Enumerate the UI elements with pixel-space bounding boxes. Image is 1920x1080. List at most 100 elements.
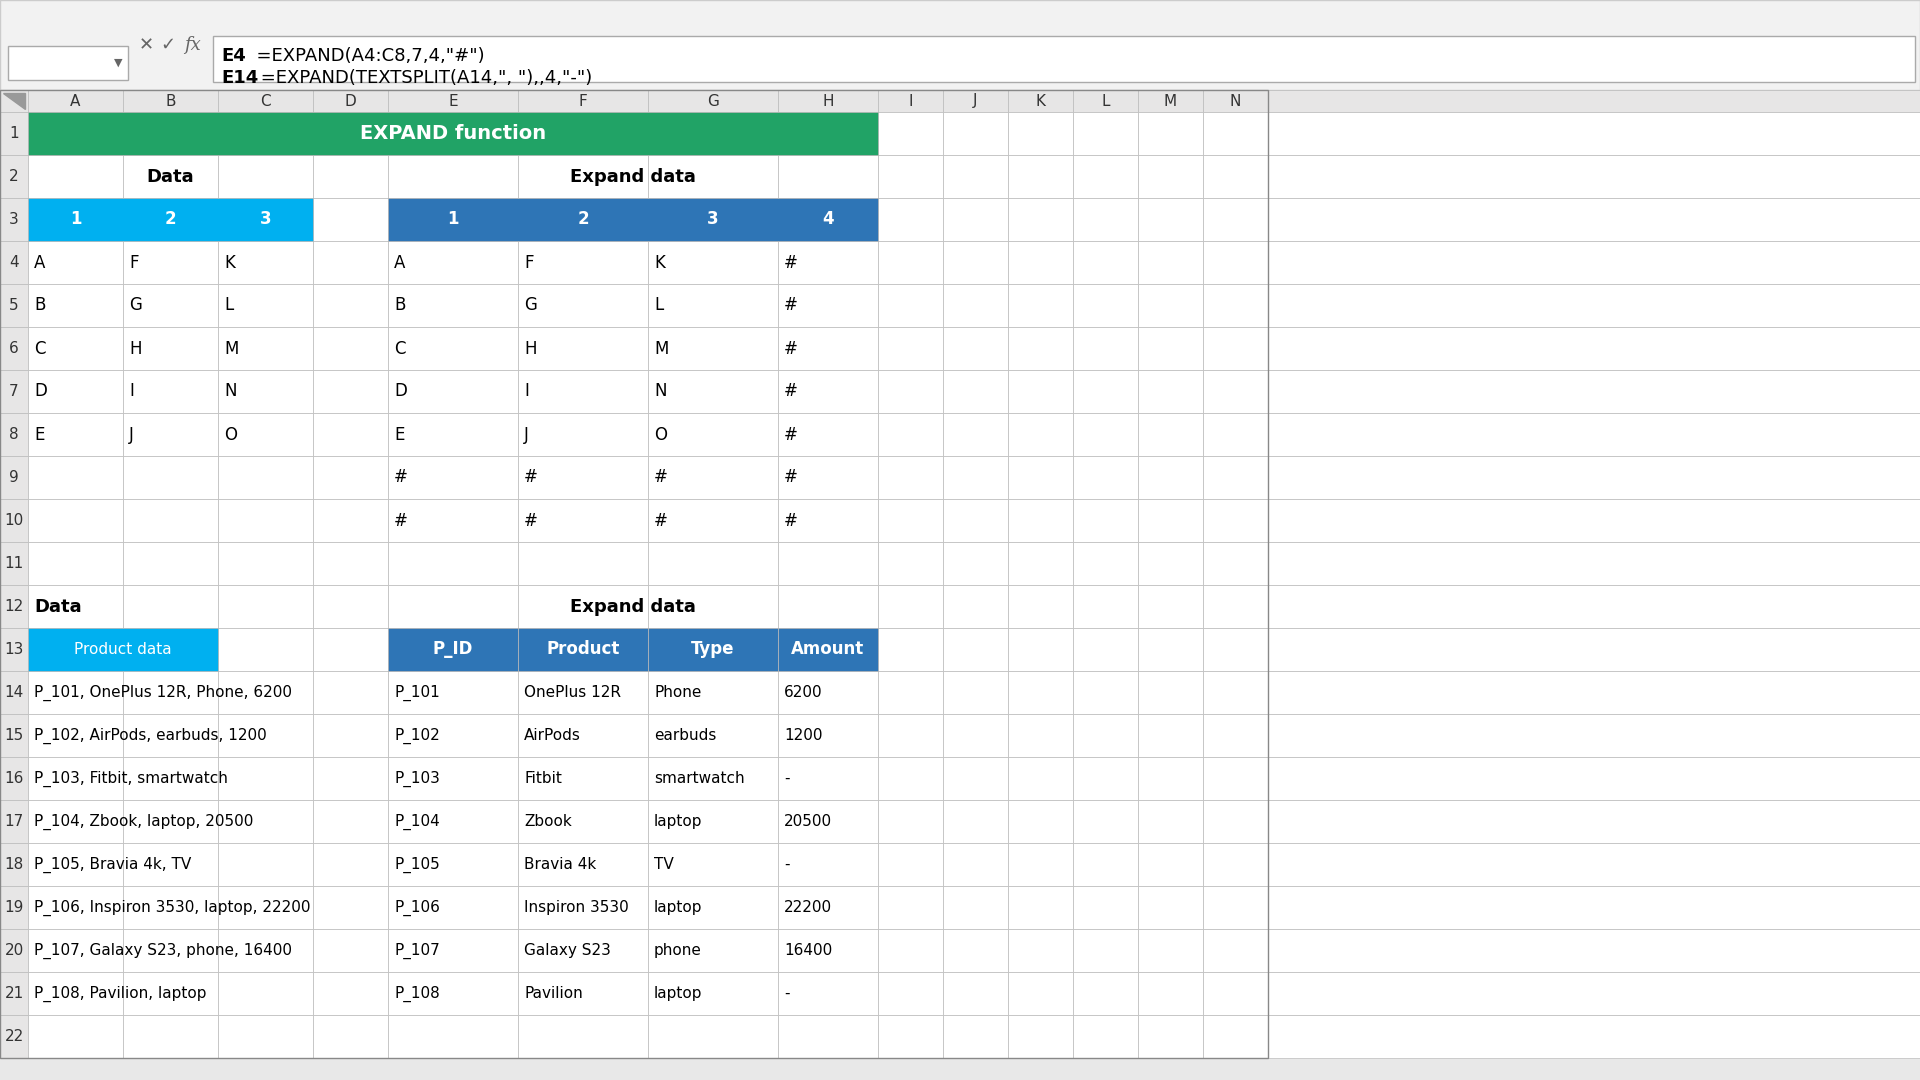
Bar: [0, 90, 1267, 1058]
Text: O: O: [225, 426, 236, 444]
Bar: [518, 413, 649, 456]
Bar: [123, 886, 219, 929]
Text: P_107: P_107: [394, 943, 440, 959]
Text: 3: 3: [707, 211, 718, 229]
Bar: [29, 456, 123, 499]
Bar: [778, 370, 877, 413]
Bar: [1204, 714, 1267, 757]
Bar: [1073, 112, 1139, 156]
Text: P_105: P_105: [394, 856, 440, 873]
Bar: [0, 585, 29, 627]
Bar: [1267, 370, 1920, 413]
Bar: [0, 929, 29, 972]
Bar: [29, 327, 123, 370]
Text: L: L: [1102, 94, 1110, 108]
Text: P_105, Bravia 4k, TV: P_105, Bravia 4k, TV: [35, 856, 192, 873]
Bar: [1139, 972, 1204, 1015]
Text: 2: 2: [578, 211, 589, 229]
Bar: [877, 156, 943, 198]
Text: Zbook: Zbook: [524, 814, 572, 829]
Bar: [388, 929, 518, 972]
Bar: [219, 843, 313, 886]
Text: Phone: Phone: [655, 685, 701, 700]
Text: smartwatch: smartwatch: [655, 771, 745, 786]
Text: N: N: [225, 382, 236, 401]
Bar: [518, 241, 649, 284]
Bar: [29, 714, 123, 757]
Text: G: G: [129, 297, 142, 314]
Bar: [877, 671, 943, 714]
Bar: [943, 757, 1008, 800]
Bar: [29, 198, 123, 241]
Bar: [1073, 714, 1139, 757]
Text: N: N: [1231, 94, 1240, 108]
Bar: [219, 542, 313, 585]
Bar: [877, 112, 943, 156]
Bar: [649, 972, 778, 1015]
Bar: [1008, 843, 1073, 886]
Text: P_106, Inspiron 3530, laptop, 22200: P_106, Inspiron 3530, laptop, 22200: [35, 900, 311, 916]
Bar: [1008, 886, 1073, 929]
Bar: [388, 456, 518, 499]
Bar: [778, 886, 877, 929]
Bar: [0, 370, 29, 413]
Bar: [943, 370, 1008, 413]
Bar: [29, 499, 123, 542]
Bar: [1139, 112, 1204, 156]
Bar: [778, 929, 877, 972]
Bar: [778, 413, 877, 456]
Text: I: I: [129, 382, 134, 401]
Bar: [29, 241, 123, 284]
Text: 22: 22: [4, 1029, 23, 1044]
Bar: [123, 456, 219, 499]
Bar: [649, 585, 778, 627]
Bar: [1204, 929, 1267, 972]
Text: #: #: [783, 297, 799, 314]
Bar: [123, 972, 219, 1015]
Bar: [1073, 627, 1139, 671]
Text: B: B: [165, 94, 177, 108]
Bar: [0, 413, 29, 456]
Text: 3: 3: [10, 212, 19, 227]
Bar: [123, 156, 219, 198]
Text: D: D: [394, 382, 407, 401]
Text: E: E: [447, 94, 457, 108]
Bar: [778, 284, 877, 327]
Bar: [219, 90, 313, 112]
Bar: [388, 757, 518, 800]
Bar: [1073, 1015, 1139, 1058]
Bar: [1073, 929, 1139, 972]
Bar: [0, 198, 29, 241]
Text: Product data: Product data: [75, 642, 171, 657]
Bar: [1008, 499, 1073, 542]
Bar: [1073, 757, 1139, 800]
Text: laptop: laptop: [655, 814, 703, 829]
Text: E: E: [394, 426, 405, 444]
Bar: [388, 112, 518, 156]
Bar: [388, 627, 518, 671]
Bar: [388, 198, 877, 241]
Bar: [943, 456, 1008, 499]
Bar: [1139, 843, 1204, 886]
Bar: [313, 499, 388, 542]
Bar: [1204, 843, 1267, 886]
Bar: [877, 585, 943, 627]
Bar: [0, 542, 29, 585]
Bar: [219, 241, 313, 284]
Bar: [1073, 843, 1139, 886]
Bar: [943, 241, 1008, 284]
Bar: [0, 972, 29, 1015]
Bar: [1073, 886, 1139, 929]
Bar: [1204, 156, 1267, 198]
Bar: [8, 46, 129, 80]
Bar: [1008, 370, 1073, 413]
Bar: [1204, 327, 1267, 370]
Text: O: O: [655, 426, 666, 444]
Bar: [778, 671, 877, 714]
Text: 16400: 16400: [783, 943, 831, 958]
Text: K: K: [225, 254, 234, 271]
Bar: [1204, 456, 1267, 499]
Text: P_108, Pavilion, laptop: P_108, Pavilion, laptop: [35, 985, 207, 1001]
Bar: [219, 112, 313, 156]
Bar: [388, 671, 518, 714]
